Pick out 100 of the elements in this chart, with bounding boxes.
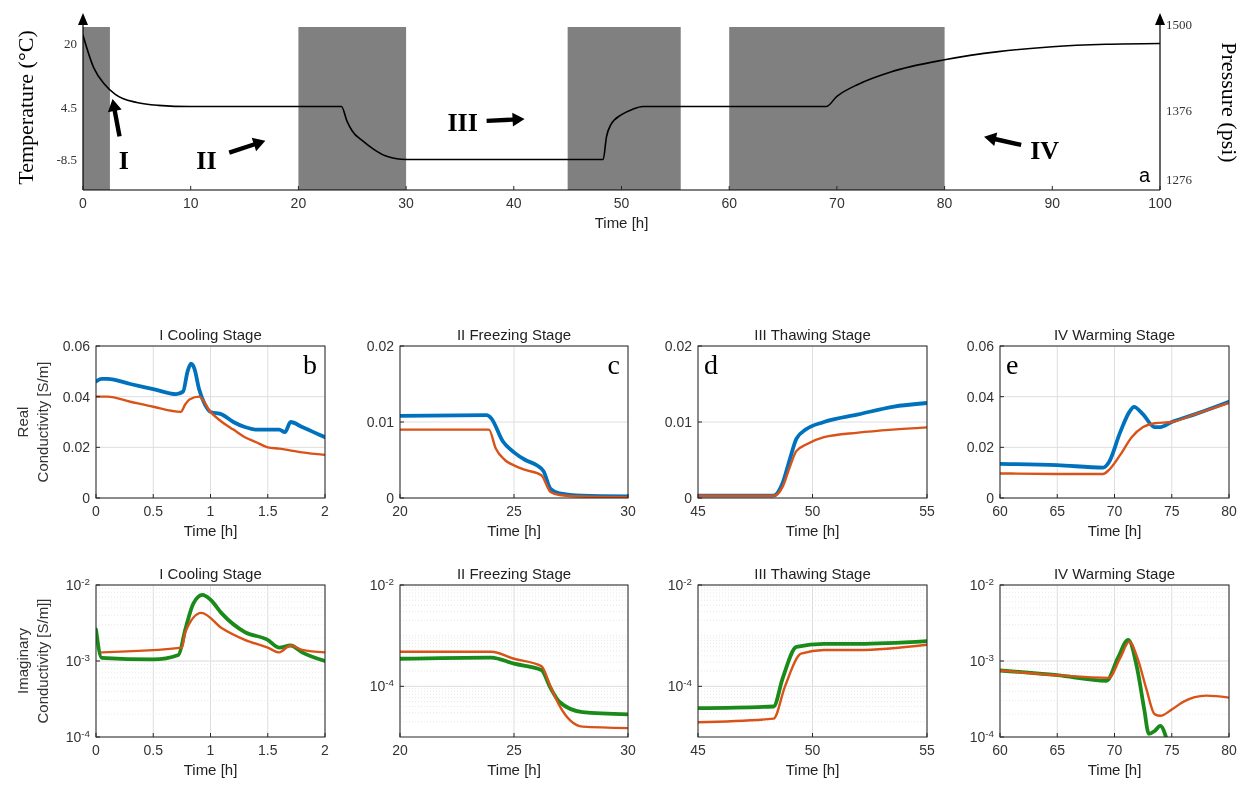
annotation: III: [447, 108, 478, 137]
y-tick-label: 10$^{-3}$: [65, 651, 91, 669]
y-axis-title: Temperature (°C): [13, 30, 38, 185]
y-tick-label: 0.02: [62, 439, 91, 456]
y-tick-label: 4.5: [60, 99, 77, 115]
x-tick-label: 20: [290, 195, 307, 211]
x-axis-title: Time [h]: [183, 761, 238, 778]
x-tick-label: 30: [620, 503, 636, 519]
x-tick-label: 80: [1221, 503, 1237, 519]
annotation: d: [704, 349, 718, 380]
y-axis-title: Imaginary Conductivity [S/m]]: [14, 598, 51, 724]
y-tick-label: 10$^{-4}$: [65, 727, 91, 745]
chart-title: IV Warming Stage: [1053, 565, 1176, 582]
x-axis-title: Time [h]: [1087, 761, 1142, 778]
y-tick-label: 0.02: [664, 338, 693, 354]
x-tick-label: 1.5: [258, 742, 278, 758]
y-tick-label: -8.5: [56, 152, 77, 168]
y-tick-label: 10$^{-2}$: [369, 575, 394, 593]
y-tick-label: 0.06: [62, 338, 91, 354]
x-tick-label: 55: [919, 503, 935, 519]
x-axis-title: Time [h]: [785, 522, 840, 539]
y-tick-label: 0.02: [366, 338, 395, 354]
x-tick-label: 20: [392, 742, 408, 758]
x-tick-label: 60: [721, 195, 738, 211]
chart-title: III Thawing Stage: [754, 565, 871, 582]
y-tick-label: 10$^{-4}$: [667, 676, 693, 695]
y-tick-label: 0: [82, 490, 91, 506]
y-tick-label: 10$^{-2}$: [667, 575, 692, 593]
y-tick-label: 0: [386, 490, 395, 506]
x-tick-label: 80: [936, 195, 953, 211]
chart-title: II Freezing Stage: [456, 565, 572, 582]
y-tick-label: 10$^{-4}$: [369, 676, 395, 695]
y-tick-label: 10$^{-2}$: [969, 575, 994, 593]
annotation: IV: [1030, 136, 1060, 165]
x-tick-label: 2: [321, 742, 330, 758]
x-tick-label: 45: [690, 503, 706, 519]
y2-tick-label: 1276: [1166, 171, 1193, 187]
x-tick-label: 100: [1148, 195, 1172, 211]
x-axis-title: Time [h]: [1087, 522, 1142, 539]
annotation: I: [118, 146, 129, 175]
x-tick-label: 75: [1163, 503, 1180, 519]
x-tick-label: 1: [206, 503, 215, 519]
y-axis-title: Real Conductivity [S/m]: [14, 361, 51, 483]
line-series: [400, 650, 628, 730]
x-tick-label: 70: [829, 195, 845, 211]
y-tick-label: 10$^{-3}$: [969, 651, 995, 669]
line-series: [96, 395, 325, 457]
chart-title: I Cooling Stage: [159, 565, 262, 582]
x-tick-label: 0: [92, 503, 101, 519]
annotation: e: [1006, 349, 1019, 380]
y-tick-label: 0: [986, 490, 995, 506]
y-tick-label: 0.02: [966, 439, 995, 456]
annotation: b: [303, 349, 317, 380]
x-axis-title: Time [h]: [785, 761, 840, 778]
chart-title: III Thawing Stage: [754, 326, 871, 343]
y-tick-label: 0.04: [966, 388, 995, 405]
y-tick-label: 0.01: [664, 414, 693, 430]
chart-title: I Cooling Stage: [159, 326, 262, 343]
y-tick-label: 0.04: [62, 388, 91, 405]
chart-title: II Freezing Stage: [456, 326, 572, 343]
x-axis-title: Time [h]: [487, 522, 541, 539]
x-tick-label: 25: [506, 742, 522, 758]
line-series: [1000, 640, 1229, 718]
x-tick-label: 10: [182, 195, 199, 211]
annotation: a: [1138, 164, 1151, 186]
line-series: [100, 611, 325, 654]
x-axis-title: Time [h]: [487, 761, 541, 778]
y-tick-label: 0.06: [966, 338, 995, 354]
x-axis-title: Time [h]: [183, 522, 238, 539]
x-tick-label: 0.5: [143, 742, 164, 758]
y2-tick-label: 1376: [1166, 102, 1193, 118]
y2-axis-title: Pressure (psi): [1217, 42, 1242, 163]
x-tick-label: 50: [804, 742, 821, 758]
x-tick-label: 75: [1163, 742, 1180, 758]
x-tick-label: 50: [804, 503, 821, 519]
x-tick-label: 65: [1049, 742, 1066, 758]
y-tick-label: 0: [684, 490, 693, 506]
annotation: II: [196, 146, 217, 175]
x-tick-label: 1: [206, 742, 215, 758]
x-tick-label: 25: [506, 503, 522, 519]
x-tick-label: 40: [506, 195, 522, 211]
x-tick-label: 20: [392, 503, 408, 519]
x-tick-label: 50: [613, 195, 630, 211]
x-tick-label: 60: [992, 742, 1008, 758]
x-tick-label: 0.5: [143, 503, 164, 519]
x-tick-label: 70: [1106, 503, 1123, 519]
x-tick-label: 80: [1221, 742, 1237, 758]
x-tick-label: 30: [398, 195, 415, 211]
x-tick-label: 55: [919, 742, 935, 758]
annotation: c: [607, 349, 620, 380]
x-axis-title: Time [h]: [594, 214, 649, 231]
x-tick-label: 65: [1049, 503, 1066, 519]
y-tick-label: 0.01: [366, 414, 395, 430]
chart-title: IV Warming Stage: [1053, 326, 1176, 343]
x-tick-label: 0: [92, 742, 101, 758]
line-series: [698, 639, 927, 711]
x-tick-label: 60: [992, 503, 1008, 519]
x-tick-label: 70: [1106, 742, 1123, 758]
y-tick-label: 10$^{-4}$: [969, 727, 995, 745]
x-tick-label: 90: [1044, 195, 1061, 211]
